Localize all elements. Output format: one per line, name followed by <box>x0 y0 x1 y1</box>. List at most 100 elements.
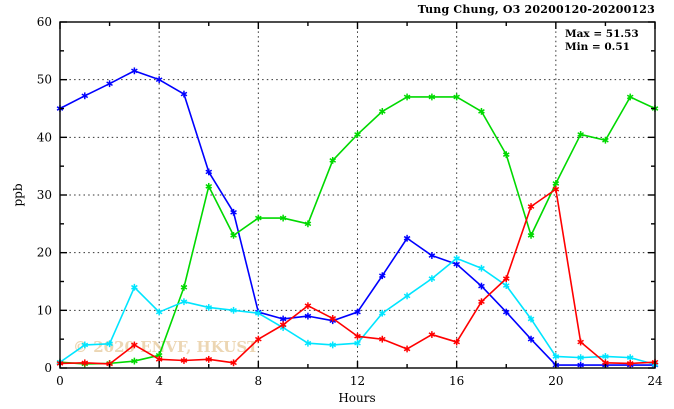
data-point-marker <box>626 93 634 101</box>
marker-stroke <box>255 310 262 316</box>
data-point-marker <box>180 298 188 306</box>
marker-stroke <box>230 233 237 238</box>
marker-stroke <box>106 81 113 87</box>
data-point-marker <box>577 131 584 138</box>
data-point-marker <box>626 354 634 362</box>
data-point-marker <box>230 359 237 367</box>
marker-stroke <box>502 309 510 315</box>
marker-stroke <box>577 132 584 137</box>
marker-stroke <box>602 360 609 366</box>
data-point-marker <box>180 90 188 98</box>
data-point-marker <box>354 308 361 316</box>
marker-stroke <box>403 293 411 299</box>
marker-stroke <box>602 137 609 143</box>
data-point-marker <box>354 332 361 340</box>
marker-stroke <box>527 316 535 322</box>
data-point-marker <box>255 335 262 343</box>
marker-stroke <box>205 169 213 175</box>
y-tick-label: 60 <box>37 15 52 29</box>
data-point-marker <box>478 282 485 290</box>
data-point-marker <box>552 180 560 187</box>
data-point-marker <box>205 182 213 190</box>
marker-stroke <box>155 309 163 315</box>
data-point-marker <box>478 264 485 272</box>
data-point-marker <box>378 335 386 343</box>
y-tick-label: 10 <box>37 303 52 317</box>
marker-stroke <box>502 283 510 288</box>
marker-stroke <box>255 336 262 342</box>
data-point-marker <box>180 283 188 291</box>
data-point-marker <box>329 341 337 349</box>
data-point-marker <box>428 93 436 101</box>
data-point-marker <box>329 315 337 322</box>
marker-stroke <box>478 265 485 271</box>
data-point-marker <box>502 275 510 283</box>
marker-stroke <box>131 358 138 364</box>
data-point-marker <box>205 168 213 176</box>
stats-annotation: Max = 51.53 Min = 0.51 <box>565 28 639 53</box>
data-point-marker <box>626 359 634 367</box>
marker-stroke <box>230 209 237 215</box>
marker-stroke <box>626 94 634 100</box>
marker-stroke <box>180 358 188 363</box>
data-point-marker <box>527 315 535 323</box>
y-tick-label: 40 <box>37 130 52 144</box>
axis-tick-labels: 0 4 8 12 16 20 24 0 10 20 30 40 50 60 <box>37 15 663 388</box>
marker-stroke <box>205 357 213 362</box>
marker-stroke <box>180 299 188 305</box>
x-tick-label: 16 <box>449 374 464 388</box>
marker-stroke <box>131 342 138 348</box>
marker-stroke <box>81 342 89 348</box>
marker-stroke <box>230 360 237 366</box>
marker-stroke <box>478 109 485 114</box>
y-tick-label: 20 <box>37 246 52 260</box>
marker-stroke <box>527 233 535 238</box>
marker-stroke <box>602 354 609 359</box>
y-tick-label: 30 <box>37 188 52 202</box>
marker-stroke <box>155 352 163 358</box>
data-point-marker <box>255 309 262 317</box>
data-point-marker <box>81 92 89 100</box>
data-point-marker <box>527 335 535 343</box>
marker-stroke <box>378 336 386 342</box>
marker-stroke <box>378 109 386 114</box>
max-label: Max = 51.53 <box>565 28 639 40</box>
data-point-marker <box>453 260 460 268</box>
x-tick-label: 12 <box>350 374 365 388</box>
marker-stroke <box>403 94 411 100</box>
data-point-marker <box>502 151 510 159</box>
marker-stroke <box>428 253 436 258</box>
x-tick-label: 24 <box>647 374 663 388</box>
data-point-marker <box>279 315 287 323</box>
marker-stroke <box>155 77 163 83</box>
data-point-marker <box>230 208 237 216</box>
marker-stroke <box>453 94 460 100</box>
x-tick-label: 20 <box>548 374 563 388</box>
marker-stroke <box>329 316 337 321</box>
marker-stroke <box>552 186 560 192</box>
data-point-marker <box>577 354 584 362</box>
marker-stroke <box>205 184 213 189</box>
marker-stroke <box>453 261 460 267</box>
data-point-marker <box>155 308 163 316</box>
axis-ticks <box>59 21 656 369</box>
marker-stroke <box>403 235 411 241</box>
marker-stroke <box>577 355 584 360</box>
marker-stroke <box>131 68 138 74</box>
data-point-marker <box>131 341 138 349</box>
data-point-marker <box>279 214 287 222</box>
marker-stroke <box>354 333 361 339</box>
marker-stroke <box>478 283 485 289</box>
y-axis-label: ppb <box>11 183 25 206</box>
data-point-marker <box>602 136 609 144</box>
data-point-marker <box>378 107 386 115</box>
marker-stroke <box>155 357 163 362</box>
marker-stroke <box>626 361 634 366</box>
marker-stroke <box>478 299 485 305</box>
marker-stroke <box>502 276 510 281</box>
data-point-marker <box>81 341 89 349</box>
data-point-marker <box>230 231 237 239</box>
data-point-marker <box>403 345 411 353</box>
data-point-marker <box>304 312 312 320</box>
data-point-marker <box>131 357 138 365</box>
